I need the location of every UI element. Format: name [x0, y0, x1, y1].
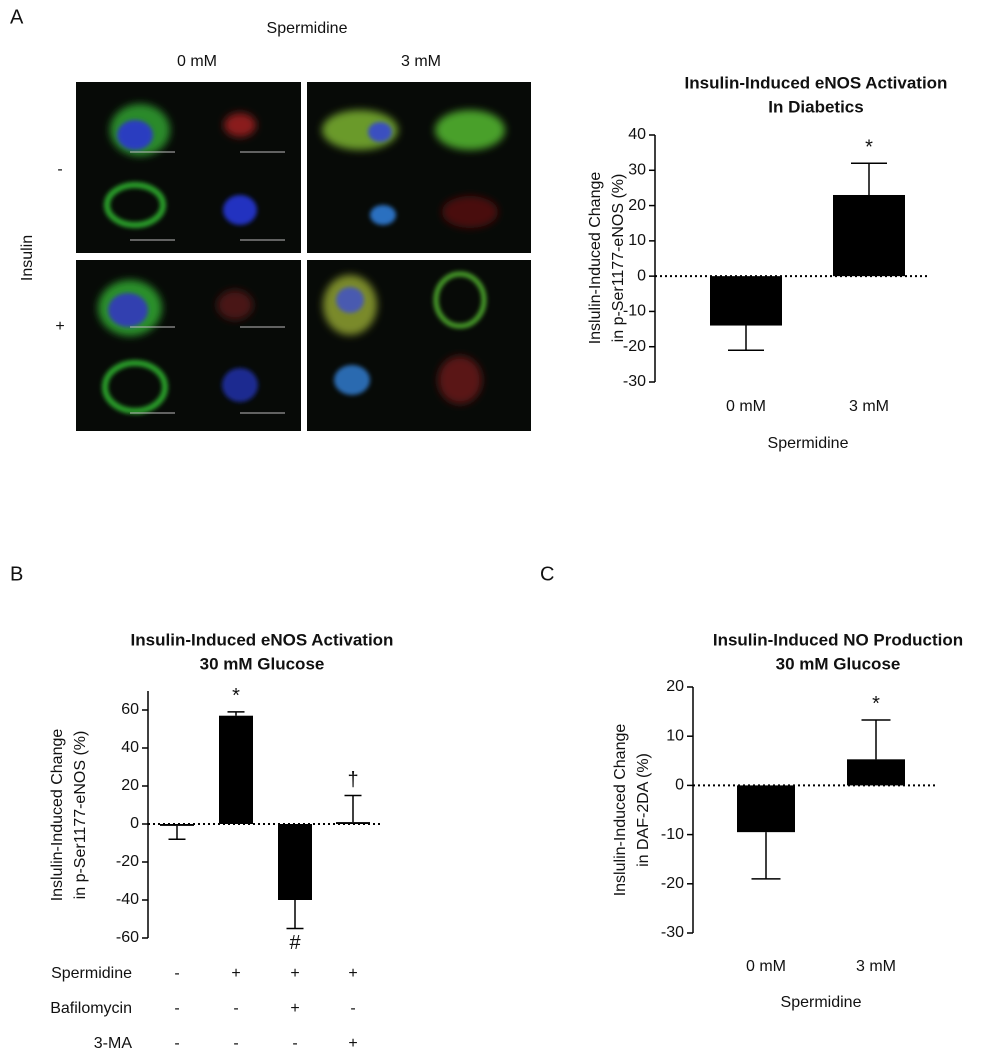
chart-title: In Diabetics [768, 97, 863, 116]
y-tick-label: 40 [121, 739, 139, 756]
y-tick-label: -10 [623, 303, 646, 320]
error-bar [728, 325, 764, 351]
error-bar [344, 794, 362, 823]
chart-title: Insulin-Induced eNOS Activation [131, 630, 394, 649]
y-tick-label: 10 [666, 727, 684, 744]
micrograph-column: 3 mM [401, 53, 441, 70]
x-axis-label: Spermidine [781, 994, 862, 1011]
y-axis-label: Inslulin-Induced Change [49, 729, 66, 902]
chart-title: 30 mM Glucose [200, 654, 325, 673]
error-bar [227, 711, 245, 716]
y-tick-label: -20 [116, 853, 139, 870]
y-tick-label: -40 [116, 891, 139, 908]
micrograph-row: + [55, 318, 64, 335]
significance-mark: † [347, 769, 358, 791]
treatment-level: - [292, 1035, 297, 1050]
treatment-name: Spermidine [51, 965, 132, 982]
significance-mark: * [872, 693, 880, 715]
treatment-level: - [174, 1000, 179, 1017]
treatment-level: - [233, 1000, 238, 1017]
micrographs [75, 80, 532, 432]
significance-mark: # [289, 932, 301, 954]
y-tick-label: -20 [661, 875, 684, 892]
bar [737, 785, 795, 833]
chart-title: Insulin-Induced NO Production [713, 630, 963, 649]
panel-label: C [540, 563, 554, 585]
micrograph-row: - [57, 161, 62, 178]
y-axis-label: Inslulin-Induced Change [612, 724, 629, 897]
bar [278, 824, 312, 900]
x-tick-label: 3 mM [856, 958, 896, 975]
significance-mark: * [865, 137, 873, 159]
panel-label: B [10, 563, 23, 585]
treatment-name: 3-MA [94, 1035, 133, 1050]
y-tick-label: 20 [666, 678, 684, 695]
y-tick-label: -30 [623, 373, 646, 390]
x-axis-label: Spermidine [768, 435, 849, 452]
y-tick-label: 20 [628, 197, 646, 214]
treatment-level: + [290, 965, 299, 982]
x-tick-label: 0 mM [746, 958, 786, 975]
error-bar [286, 900, 304, 930]
y-tick-label: -10 [661, 826, 684, 843]
x-tick-label: 0 mM [726, 398, 766, 415]
treatment-level: - [174, 1035, 179, 1050]
y-tick-label: 0 [675, 777, 684, 794]
error-bar [168, 825, 186, 840]
y-tick-label: 30 [628, 162, 646, 179]
bar [710, 276, 782, 326]
treatment-level: - [350, 1000, 355, 1017]
treatment-level: + [348, 965, 357, 982]
chart-title: 30 mM Glucose [776, 654, 901, 673]
treatment-level: - [233, 1035, 238, 1050]
micrograph-row-title: Insulin [19, 235, 36, 281]
y-tick-label: -20 [623, 338, 646, 355]
error-bar [861, 719, 891, 760]
bar [833, 194, 905, 277]
significance-mark: * [232, 685, 240, 707]
y-tick-label: 0 [130, 815, 139, 832]
bar [160, 824, 194, 826]
bar [219, 715, 253, 824]
y-tick-label: 0 [637, 267, 646, 284]
y-axis-label: in p-Ser1177-eNOS (%) [72, 731, 89, 900]
y-axis-label: in p-Ser1177-eNOS (%) [610, 174, 627, 343]
treatment-name: Bafilomycin [50, 1000, 132, 1017]
panel-label: A [10, 6, 24, 28]
treatment-level: + [348, 1035, 357, 1050]
y-tick-label: -60 [116, 929, 139, 946]
y-tick-label: 60 [121, 701, 139, 718]
treatment-level: + [231, 965, 240, 982]
bar [847, 759, 905, 786]
y-tick-label: 10 [628, 232, 646, 249]
treatment-level: - [174, 965, 179, 982]
y-axis-label: in DAF-2DA (%) [635, 753, 652, 867]
y-tick-label: 20 [121, 777, 139, 794]
micrograph-column: 0 mM [177, 53, 217, 70]
chart-title: Insulin-Induced eNOS Activation [685, 73, 948, 92]
y-axis-label: Inslulin-Induced Change [587, 172, 604, 345]
error-bar [751, 832, 781, 880]
error-bar [851, 162, 887, 195]
micrograph-title: Spermidine [267, 20, 348, 37]
y-tick-label: -30 [661, 924, 684, 941]
y-tick-label: 40 [628, 126, 646, 143]
treatment-level: + [290, 1000, 299, 1017]
x-tick-label: 3 mM [849, 398, 889, 415]
